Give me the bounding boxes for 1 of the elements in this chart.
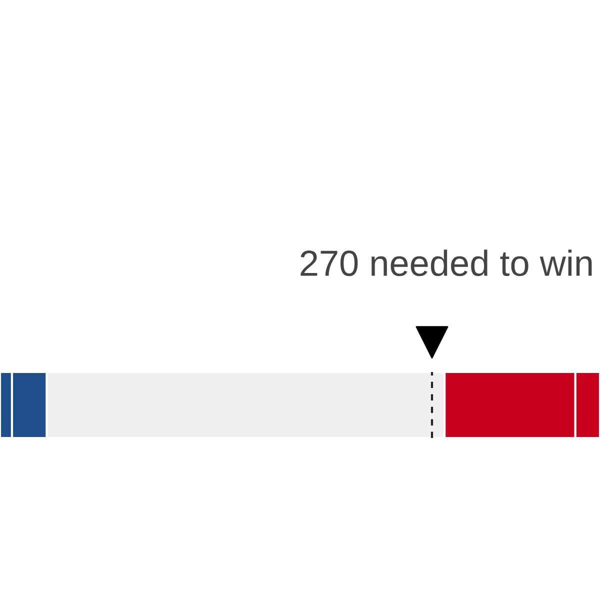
ref-line-label: 270 needed to win bbox=[300, 250, 592, 276]
